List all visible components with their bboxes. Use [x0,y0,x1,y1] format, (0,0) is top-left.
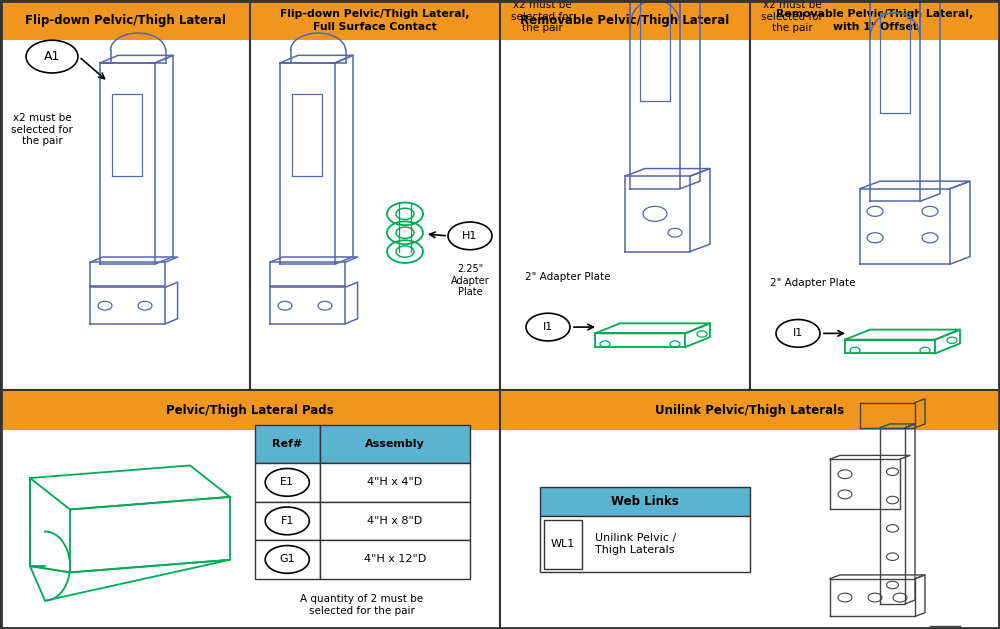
Text: Ref#: Ref# [272,439,302,449]
Text: 2" Adapter Plate: 2" Adapter Plate [770,278,856,288]
Bar [250,0,500,390]
Text: 2" Adapter Plate: 2" Adapter Plate [525,272,610,282]
Bar [540,487,750,516]
Bar [540,516,750,572]
Bar [1,391,499,430]
Text: Removable Pelvic/Thigh Lateral,
with 1" Offset: Removable Pelvic/Thigh Lateral, with 1" … [776,9,974,31]
Bar [750,0,1000,390]
Bar [320,425,470,463]
Text: x2 must be
selected for
the pair: x2 must be selected for the pair [761,0,823,33]
Bar [0,390,500,629]
Text: E1: E1 [280,477,294,487]
Bar [255,425,320,463]
Bar [255,540,320,579]
Text: Unilink Pelvic/Thigh Laterals: Unilink Pelvic/Thigh Laterals [655,404,845,417]
Circle shape [265,507,309,535]
Bar [500,390,1000,629]
Bar [1,1,249,40]
Bar [251,1,499,40]
Text: 4"H x 12"D: 4"H x 12"D [364,554,426,564]
Bar [320,502,470,540]
Text: Removable Pelvic/Thigh Lateral: Removable Pelvic/Thigh Lateral [520,14,730,27]
Text: A quantity of 2 must be
selected for the pair: A quantity of 2 must be selected for the… [300,594,424,616]
Bar [320,463,470,502]
Text: Unilink Pelvic /
Thigh Laterals: Unilink Pelvic / Thigh Laterals [595,533,676,555]
Bar [320,540,470,579]
Bar [0,0,250,390]
Circle shape [265,469,309,496]
Text: A1: A1 [44,50,60,63]
Circle shape [526,313,570,341]
Text: 4"H x 4"D: 4"H x 4"D [367,477,422,487]
Text: Assembly: Assembly [365,439,425,449]
Bar [544,520,582,569]
Bar [255,463,320,502]
Text: Web Links: Web Links [611,495,679,508]
Bar [255,502,320,540]
Bar [501,391,999,430]
Bar [500,0,750,390]
Text: H1: H1 [462,231,478,241]
Text: 2.25"
Adapter
Plate: 2.25" Adapter Plate [451,264,489,298]
Bar [501,1,749,40]
Circle shape [26,40,78,73]
Circle shape [448,222,492,250]
Text: 4"H x 8"D: 4"H x 8"D [367,516,422,526]
Text: x2 must be
selected for
the pair: x2 must be selected for the pair [511,0,573,33]
Circle shape [265,545,309,573]
Text: F1: F1 [281,516,294,526]
Text: x2 must be
selected for
the pair: x2 must be selected for the pair [11,113,73,147]
Text: I1: I1 [543,322,553,332]
Text: G1: G1 [279,554,295,564]
Text: Flip-down Pelvic/Thigh Lateral: Flip-down Pelvic/Thigh Lateral [25,14,225,27]
Text: Pelvic/Thigh Lateral Pads: Pelvic/Thigh Lateral Pads [166,404,334,417]
Text: WL1: WL1 [551,539,575,549]
Text: I1: I1 [793,328,803,338]
Text: Flip-down Pelvic/Thigh Lateral,
Full Surface Contact: Flip-down Pelvic/Thigh Lateral, Full Sur… [280,9,470,31]
Circle shape [776,320,820,347]
Bar [751,1,999,40]
